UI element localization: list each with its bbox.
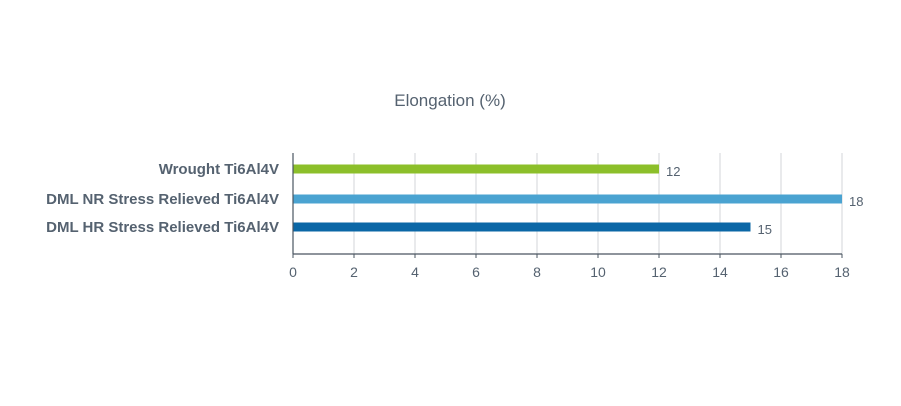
value-label: 15 [758, 222, 772, 237]
x-tick-label: 2 [350, 264, 358, 280]
value-labels: 12 18 15 [666, 164, 863, 237]
x-tick-label: 10 [590, 264, 606, 280]
value-label: 12 [666, 164, 680, 179]
chart-title: Elongation (%) [394, 91, 506, 110]
bar [293, 194, 842, 204]
category-label: DML NR Stress Relieved Ti6Al4V [46, 191, 279, 208]
category-label: Wrought Ti6Al4V [159, 161, 279, 178]
x-tick-label: 16 [773, 264, 789, 280]
x-tick-label: 14 [712, 264, 728, 280]
x-tick-label: 0 [289, 264, 297, 280]
x-tick-label: 8 [533, 264, 541, 280]
category-label: DML HR Stress Relieved Ti6Al4V [46, 219, 279, 236]
bars [293, 164, 842, 232]
bar [293, 222, 751, 232]
x-tick-label: 12 [651, 264, 667, 280]
tick-labels: 0 2 4 6 8 10 12 14 16 18 [289, 264, 850, 280]
category-labels: Wrought Ti6Al4V DML NR Stress Relieved Ti… [46, 161, 279, 236]
x-tick-label: 6 [472, 264, 480, 280]
x-tick-label: 18 [834, 264, 850, 280]
x-tick-label: 4 [411, 264, 419, 280]
axes [292, 153, 843, 258]
value-label: 18 [849, 194, 863, 209]
bar [293, 164, 659, 174]
